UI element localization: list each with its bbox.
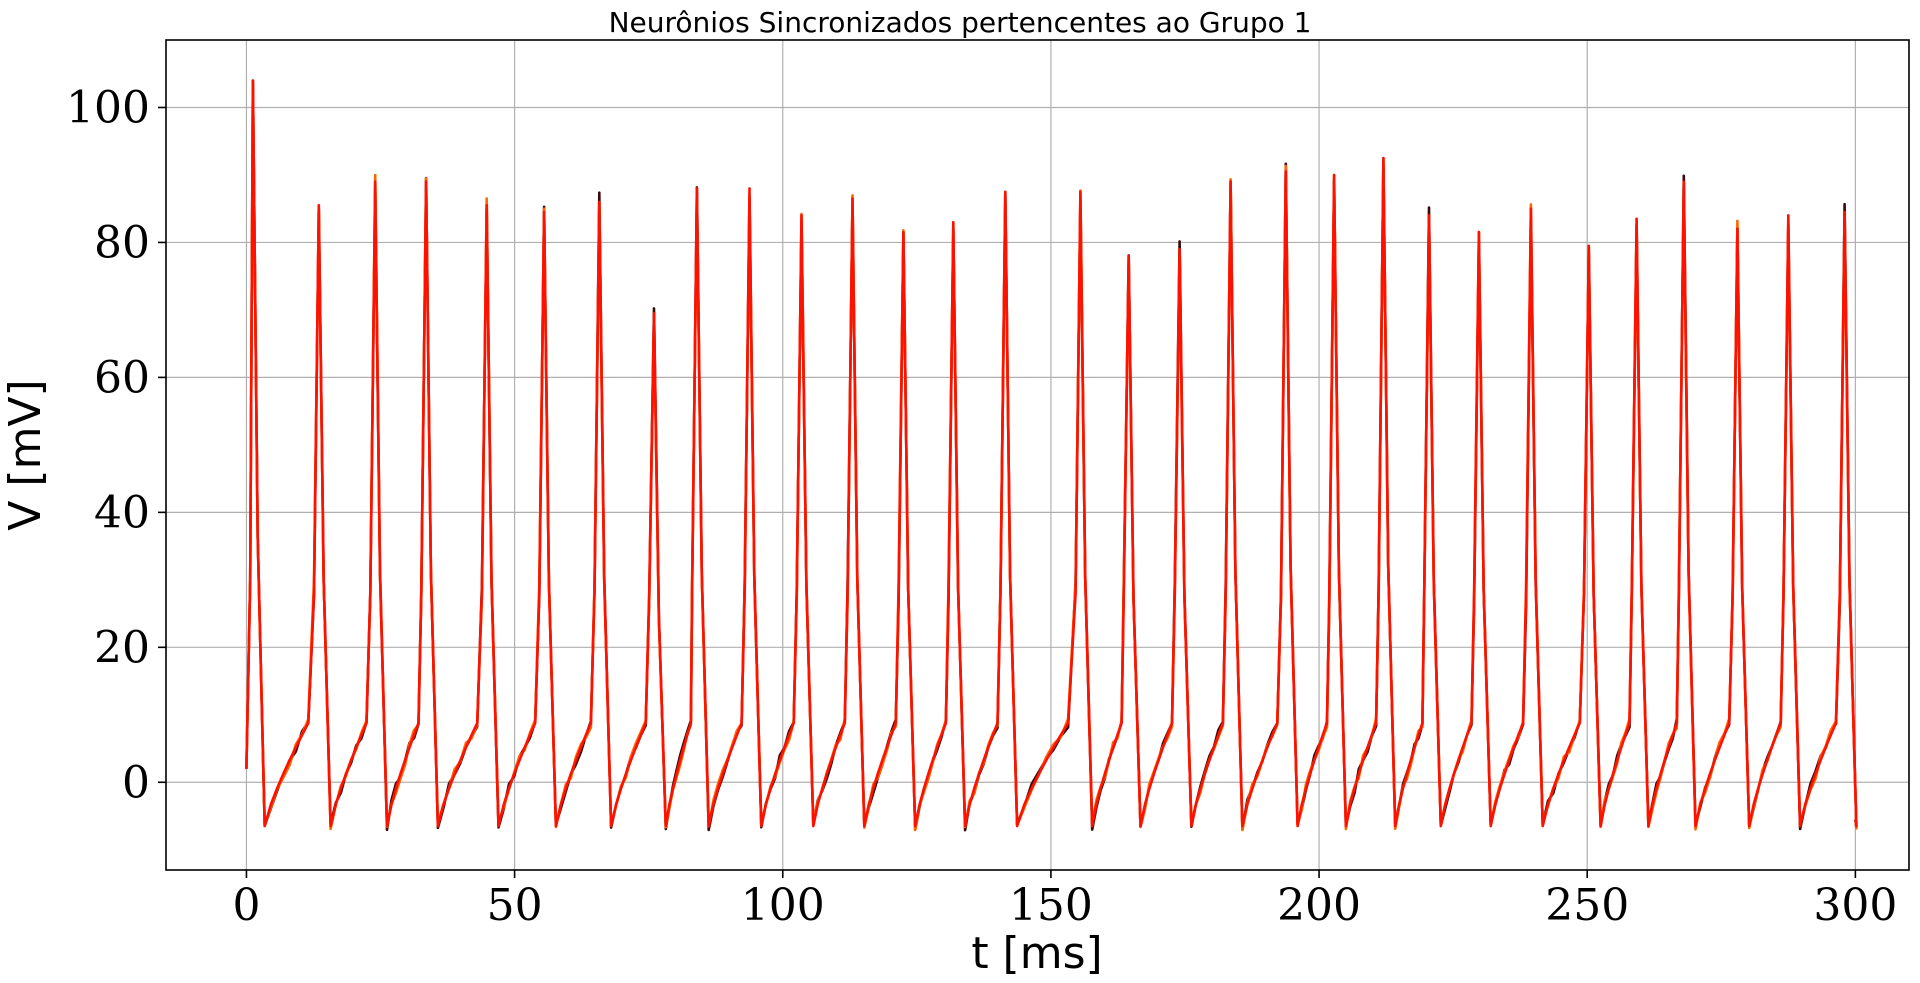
spike-peak-point <box>1229 180 1232 183</box>
spike-peak-point <box>1127 254 1130 258</box>
axis-ticks <box>158 106 1857 878</box>
spike-peak-point <box>542 210 546 214</box>
spike-peak-point <box>251 79 255 82</box>
y-tick-labels: 0 20 40 60 80 100 <box>66 82 150 808</box>
y-tick-label: 60 <box>94 352 150 403</box>
grid-lines <box>166 40 1909 870</box>
x-tick-labels: 0 50 100 150 200 250 300 <box>232 880 1897 931</box>
y-tick-label: 20 <box>94 622 150 673</box>
spike-peak-point <box>952 220 955 224</box>
voltage-series-line <box>245 79 1858 828</box>
spike-peak-point <box>851 197 854 200</box>
chart-title: Neurônios Sincronizados pertencentes ao … <box>609 6 1312 39</box>
spike-peak-point <box>652 312 656 315</box>
spike-peak-point <box>485 204 488 207</box>
spike-peak-point <box>424 180 428 183</box>
x-tick-label: 100 <box>741 880 825 931</box>
plot-frame <box>165 39 1910 871</box>
spike-peak-point <box>1635 217 1638 221</box>
spike-peak-point <box>902 231 905 234</box>
x-tick-label: 50 <box>487 880 543 931</box>
spike-peak-point <box>1079 190 1082 194</box>
spike-peak-point <box>1004 190 1007 194</box>
spike-peak-point <box>1682 180 1685 183</box>
spike-peak-point <box>1382 156 1385 160</box>
spike-peak-point <box>1529 207 1533 210</box>
spike-peak-point <box>1427 214 1431 217</box>
spike-peak-point <box>1284 170 1288 173</box>
spike-peak-point <box>1332 173 1336 177</box>
x-tick-label: 0 <box>232 880 260 931</box>
spike-peak-point <box>1843 210 1846 214</box>
y-axis-label: V [mV] <box>0 379 51 530</box>
spike-peak-point <box>1787 214 1790 217</box>
spike-peak-point <box>748 187 751 190</box>
spike-peak-point <box>1477 231 1481 234</box>
y-tick-label: 100 <box>66 82 150 133</box>
x-axis-label: t [ms] <box>971 928 1102 979</box>
voltage-traces <box>245 79 1858 832</box>
spike-peak-point <box>800 214 803 217</box>
spike-peak-point <box>317 204 321 207</box>
x-tick-label: 250 <box>1545 880 1629 931</box>
spike-peak-point <box>695 187 699 190</box>
x-tick-label: 150 <box>1009 880 1093 931</box>
y-tick-label: 40 <box>94 487 150 538</box>
spike-peak-point <box>598 200 601 204</box>
y-tick-label: 0 <box>122 757 150 808</box>
spike-peak-point <box>1587 244 1591 248</box>
x-tick-label: 200 <box>1277 880 1361 931</box>
y-tick-label: 80 <box>94 217 150 268</box>
spike-peak-point <box>373 180 377 183</box>
spike-peak-point <box>1178 247 1181 251</box>
x-tick-label: 300 <box>1813 880 1897 931</box>
spike-peak-point <box>1736 227 1739 231</box>
